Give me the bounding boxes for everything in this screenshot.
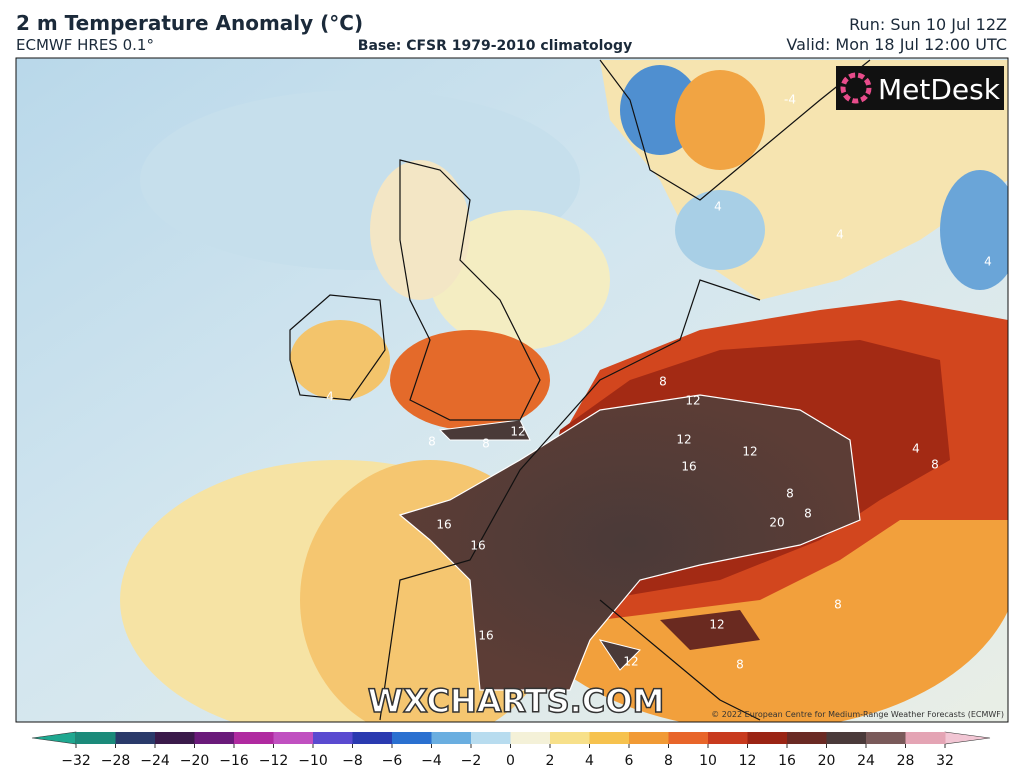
contour-label: 20 <box>769 516 784 530</box>
colorbar-label: 20 <box>818 753 836 769</box>
colorbar-segment <box>629 732 669 744</box>
colorbar-segment <box>234 732 274 744</box>
colorbar-label: 2 <box>546 753 555 769</box>
colorbar-segment <box>194 732 235 744</box>
colorbar-segment <box>510 732 551 744</box>
colorbar-segment <box>905 732 946 744</box>
colorbar: −32 −28 −24 −20 −16 −12 −10 −8 −6 −4 −2 0 2 4 6 8 10 12 16… <box>31 731 991 769</box>
colorbar-segment <box>471 732 511 744</box>
colorbar-label: −8 <box>342 753 363 769</box>
colorbar-segment <box>589 732 630 744</box>
contour-label: 12 <box>685 394 700 408</box>
contour-label: 4 <box>984 255 992 269</box>
valid: Valid: Mon 18 Jul 12:00 UTC <box>786 35 1007 54</box>
logo: MetDesk <box>878 73 1001 106</box>
contour-label: 16 <box>478 629 493 643</box>
colorbar-label: −4 <box>421 753 442 769</box>
colorbar-label: −10 <box>298 753 328 769</box>
colorbar-segment <box>115 732 156 744</box>
run: Run: Sun 10 Jul 12Z <box>849 15 1007 34</box>
colorbar-label: 4 <box>585 753 594 769</box>
colorbar-label: −20 <box>180 753 210 769</box>
contour-label: 16 <box>681 460 696 474</box>
colorbar-segment <box>747 732 788 744</box>
colorbar-label: 32 <box>936 753 954 769</box>
contour-label: 8 <box>931 458 939 472</box>
colorbar-label: 16 <box>778 753 796 769</box>
contour-label: 8 <box>659 375 667 389</box>
contour-label: 12 <box>623 655 638 669</box>
contour-label: 4 <box>912 442 920 456</box>
colorbar-label: −28 <box>101 753 131 769</box>
contour-label: -4 <box>784 93 796 107</box>
title: 2 m Temperature Anomaly (°C) <box>16 11 363 35</box>
copyright: © 2022 European Centre for Medium-Range … <box>711 710 1004 719</box>
colorbar-segment <box>826 732 867 744</box>
colorbar-label: −24 <box>140 753 170 769</box>
contour-label: 8 <box>482 437 490 451</box>
logo-box <box>836 66 1004 110</box>
colorbar-label: 0 <box>506 753 515 769</box>
contour-label: 8 <box>834 598 842 612</box>
contour-label: 12 <box>676 433 691 447</box>
colorbar-label: 10 <box>699 753 717 769</box>
base: Base: CFSR 1979-2010 climatology <box>358 38 632 54</box>
colorbar-segment <box>155 732 195 744</box>
colorbar-label: 24 <box>857 753 875 769</box>
contour-label: 8 <box>428 435 436 449</box>
colorbar-segment <box>76 732 116 744</box>
colorbar-label: −12 <box>259 753 289 769</box>
colorbar-label: 8 <box>664 753 673 769</box>
colorbar-segment <box>313 732 353 744</box>
contour-label: 8 <box>786 487 794 501</box>
contour-label: 8 <box>736 658 744 672</box>
colorbar-segment <box>352 732 393 744</box>
colorbar-label: −16 <box>219 753 249 769</box>
colorbar-label: 12 <box>739 753 757 769</box>
contour-label: 12 <box>709 618 724 632</box>
contour-label: 12 <box>510 425 525 439</box>
colorbar-segment <box>550 732 590 744</box>
model: ECMWF HRES 0.1° <box>16 36 154 54</box>
contour-label: 4 <box>326 390 334 404</box>
colorbar-segment <box>866 732 906 744</box>
contour-label: 16 <box>436 518 451 532</box>
watermark: WXCHARTS.COM <box>368 682 665 720</box>
colorbar-end-left <box>31 731 77 745</box>
colorbar-segment <box>431 732 472 744</box>
contour-label: 12 <box>742 445 757 459</box>
colorbar-segment <box>392 732 432 744</box>
colorbar-segment <box>787 732 827 744</box>
colorbar-label: 28 <box>897 753 915 769</box>
colorbar-label: −6 <box>382 753 403 769</box>
colorbar-segment <box>708 732 748 744</box>
colorbar-label: −2 <box>461 753 482 769</box>
contour-label: 16 <box>470 539 485 553</box>
contour-label: 4 <box>714 200 722 214</box>
contour-label: 8 <box>804 507 812 521</box>
colorbar-segment <box>668 732 709 744</box>
colorbar-segment <box>273 732 314 744</box>
contour-label: 4 <box>836 228 844 242</box>
colorbar-end-right <box>944 731 991 745</box>
map-frame <box>15 57 1009 723</box>
colorbar-label: −32 <box>61 753 91 769</box>
colorbar-label: 6 <box>625 753 634 769</box>
